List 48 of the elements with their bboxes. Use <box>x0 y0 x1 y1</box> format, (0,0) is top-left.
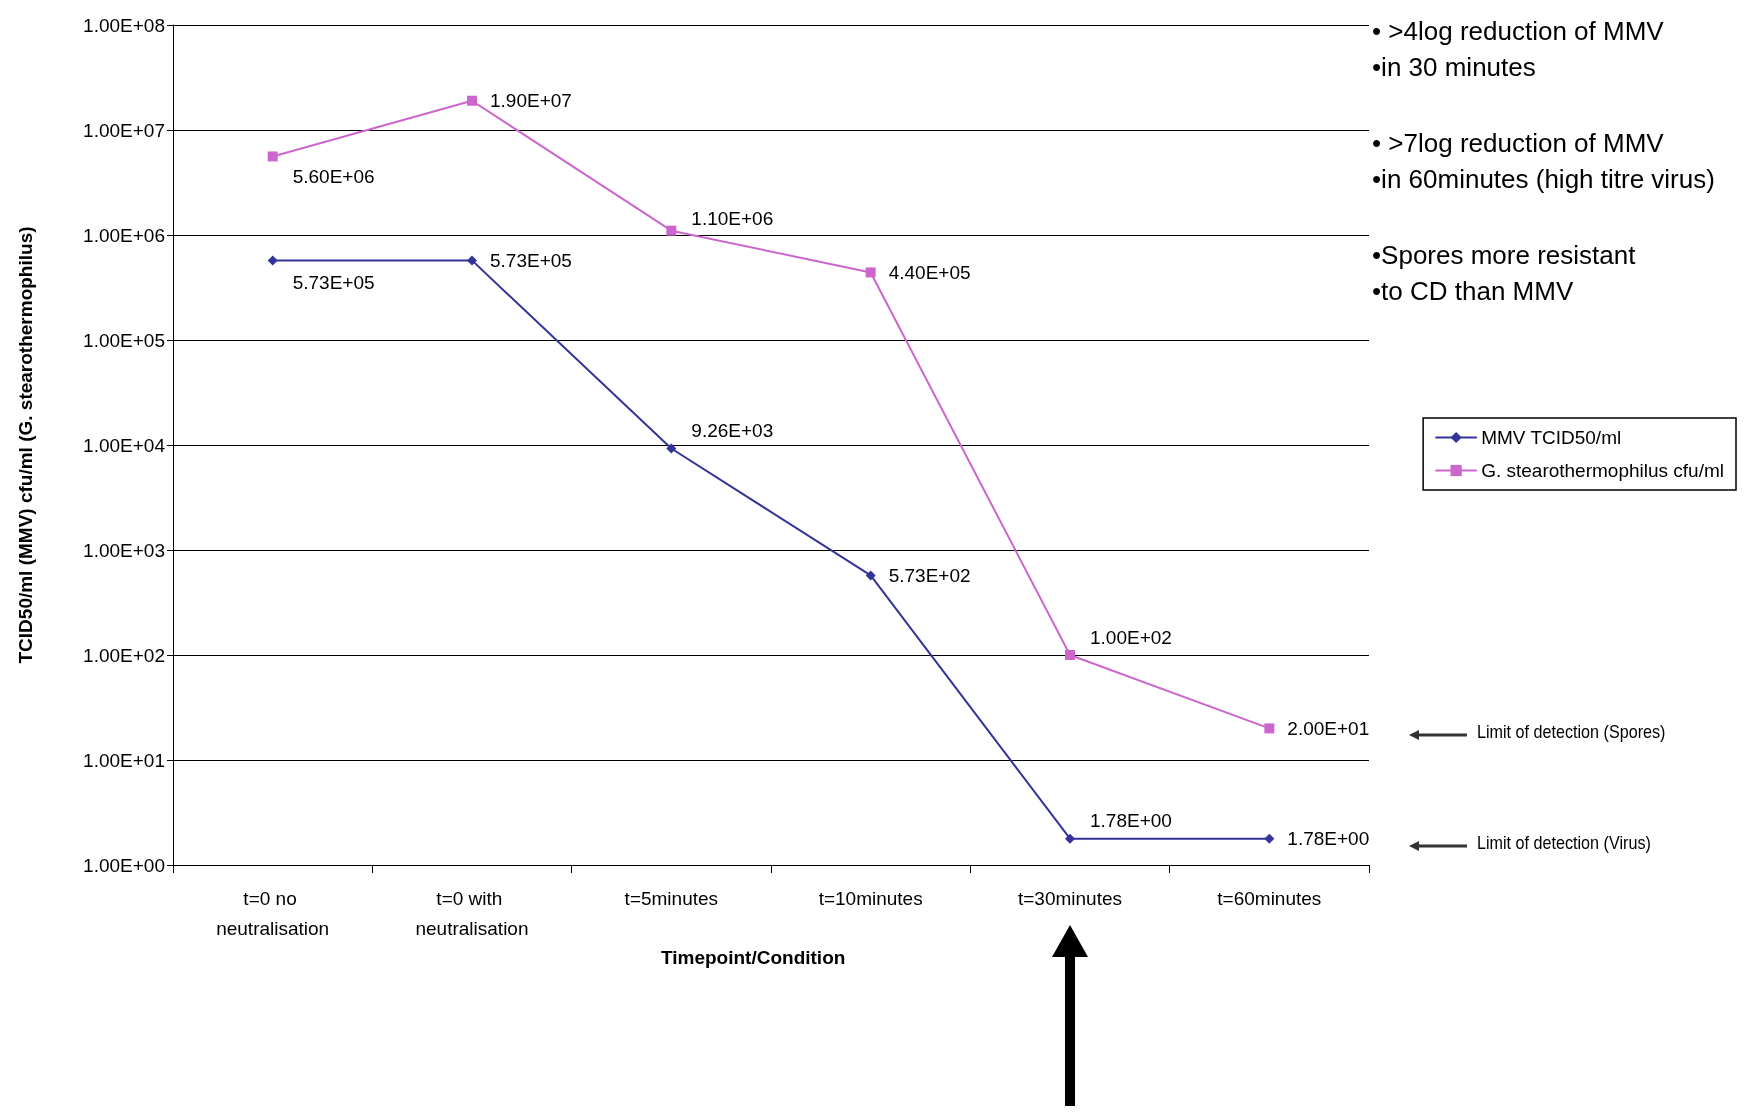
point <box>666 443 677 454</box>
legend-label: MMV TCID50/ml <box>1481 427 1622 448</box>
data-label: 1.90E+07 <box>490 90 572 112</box>
point <box>1264 833 1275 844</box>
y-tick-label: 1.00E+03 <box>83 539 165 561</box>
point <box>666 225 677 236</box>
x-tick-label: t=0 no neutralisation <box>216 887 330 939</box>
y-tick-label: 1.00E+02 <box>83 644 165 666</box>
data-label: 5.60E+06 <box>292 165 375 187</box>
x-tick-label: t=5minutes <box>624 887 719 909</box>
y-tick-label: 1.00E+07 <box>83 119 165 141</box>
x-tick-label: t=0 with neutralisation <box>415 887 529 939</box>
text: • >4log reduction of MMV •in 30 minutes <box>1372 16 1665 82</box>
x-tick-label: t=30minutes <box>1017 887 1123 909</box>
y-tick-label: 1.00E+05 <box>83 329 165 351</box>
y-tick-label: 1.00E+04 <box>83 434 166 456</box>
point <box>1264 723 1275 734</box>
data-label: 2.00E+01 <box>1287 717 1370 739</box>
y-tick-label: 1.00E+01 <box>83 749 165 771</box>
point <box>865 570 876 581</box>
data-label: 1.78E+00 <box>1090 810 1172 832</box>
x-tick-label: t=10minutes <box>818 887 923 909</box>
point <box>1065 833 1075 844</box>
text: Limit of detection (Spores) <box>1477 721 1666 743</box>
legend-label: G. stearothermophilus cfu/ml <box>1481 460 1724 481</box>
x-tick-label: t=60minutes <box>1217 887 1322 909</box>
text: • >7log reduction of MMV •in 60minutes (high titre virus) <box>1372 128 1715 194</box>
point <box>1065 650 1075 660</box>
data-label: 5.73E+05 <box>490 249 572 271</box>
point <box>865 267 876 278</box>
data-label: 5.73E+05 <box>292 271 375 293</box>
y-tick-label: 1.00E+00 <box>83 854 165 876</box>
y-tick-label: 1.00E+06 <box>83 224 165 246</box>
point <box>467 255 477 266</box>
data-label: 1.78E+00 <box>1287 828 1370 850</box>
text: Limit of detection (Virus) <box>1477 832 1651 854</box>
text: •Spores more resistant •to CD than MMV <box>1372 240 1637 306</box>
y-axis-title: TCID50/ml (MMV) cfu/ml (G. stearothermophilus) <box>15 226 36 664</box>
point <box>267 255 278 266</box>
data-label: 5.73E+02 <box>888 564 971 586</box>
point <box>267 151 278 162</box>
data-label: 1.00E+02 <box>1090 626 1172 648</box>
y-tick-label: 1.00E+08 <box>83 14 165 36</box>
data-label: 4.40E+05 <box>888 261 971 283</box>
x-axis-title: Timepoint/Condition <box>661 947 846 968</box>
data-label: 9.26E+03 <box>691 420 774 442</box>
data-label: 1.10E+06 <box>691 208 774 230</box>
point <box>467 95 477 106</box>
